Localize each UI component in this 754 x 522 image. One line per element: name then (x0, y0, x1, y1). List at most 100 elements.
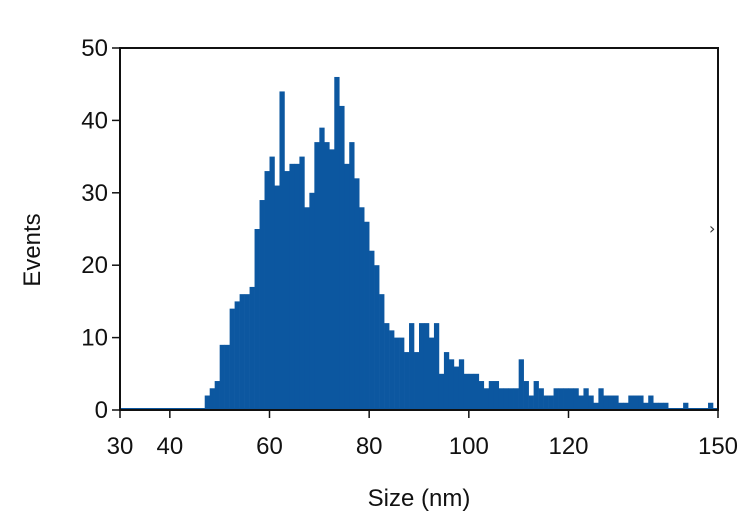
histogram-bar (423, 323, 430, 410)
histogram-bar (304, 207, 310, 410)
histogram-bar (299, 156, 305, 410)
histogram-bar (279, 91, 285, 410)
histogram-bar (488, 381, 495, 410)
histogram-bar (269, 156, 275, 410)
y-axis-title: Events (19, 213, 46, 286)
histogram-bar (598, 388, 604, 410)
histogram-bar (573, 388, 579, 410)
histogram-bar (523, 381, 529, 410)
y-tick-label: 30 (81, 180, 108, 207)
histogram-bar (483, 388, 490, 410)
x-tick-label: 100 (449, 433, 489, 460)
y-tick-label: 40 (81, 107, 108, 134)
histogram-bar (593, 402, 599, 410)
histogram-bar (568, 388, 574, 410)
y-tick-label: 10 (81, 325, 108, 352)
histogram-bar (289, 163, 295, 410)
histogram-bar (618, 402, 624, 410)
x-tick-label: 40 (156, 433, 183, 460)
x-tick-label: 150 (698, 433, 738, 460)
histogram-bar (493, 381, 500, 410)
histogram-bar (473, 373, 480, 410)
histogram-bar (638, 395, 644, 410)
histogram-bar (443, 352, 450, 410)
histogram-bar (404, 352, 410, 410)
histogram-bar (294, 163, 300, 410)
histogram-bar (608, 395, 614, 410)
histogram-bar (329, 149, 335, 411)
histogram-bar (428, 337, 435, 410)
histogram-bar (224, 344, 230, 410)
y-axis: 0 10 20 30 40 50 (81, 35, 120, 424)
histogram-bar (683, 402, 689, 410)
x-tick-label: 120 (548, 433, 588, 460)
histogram-bar (458, 359, 465, 410)
histogram-bar (543, 395, 549, 410)
histogram-bar (653, 402, 659, 410)
histogram-bar (548, 395, 554, 410)
histogram-bar (214, 381, 220, 410)
histogram-bars (120, 76, 718, 411)
histogram-bar (468, 373, 475, 410)
histogram-bar (513, 388, 519, 410)
y-tick-label: 20 (81, 252, 108, 279)
histogram-bar (249, 286, 255, 410)
histogram-bar (374, 265, 380, 410)
histogram-bar (344, 163, 350, 410)
histogram-bar (229, 308, 235, 410)
histogram-bar (648, 395, 654, 410)
histogram-bar (379, 294, 385, 410)
y-tick-label: 0 (95, 397, 108, 424)
histogram-bar (588, 395, 594, 410)
histogram-bar (309, 192, 315, 410)
histogram-bar (394, 337, 400, 410)
histogram-bar (239, 294, 245, 410)
histogram-bar (538, 388, 544, 410)
histogram-bar (553, 388, 559, 410)
histogram-bar (533, 381, 539, 410)
histogram-bar (438, 373, 445, 410)
histogram-bar (433, 323, 440, 410)
histogram-bar (448, 359, 455, 410)
histogram-bar (518, 359, 524, 410)
histogram-bar (339, 105, 345, 411)
histogram-bar (259, 200, 265, 410)
histogram-bar (463, 373, 470, 410)
histogram-bar (419, 323, 425, 410)
histogram-bar (498, 388, 505, 410)
histogram-bar (264, 171, 270, 410)
plot-frame (119, 47, 719, 411)
x-axis: 30 40 60 80 100 120 150 (107, 410, 738, 460)
histogram-bar (364, 221, 370, 410)
scroll-arrow-icon[interactable]: › (709, 219, 715, 238)
histogram-bar (319, 127, 325, 410)
histogram-bar (633, 395, 639, 410)
histogram-bar (204, 395, 210, 410)
histogram-bar (508, 388, 514, 410)
histogram-bar (334, 76, 340, 411)
x-tick-label: 80 (356, 433, 383, 460)
histogram-bar (219, 344, 225, 410)
histogram-bar (284, 171, 290, 410)
histogram-bar (478, 381, 485, 410)
histogram-bar (578, 395, 584, 410)
histogram-bar (254, 229, 260, 410)
histogram-bar (324, 142, 330, 410)
histogram-bar (663, 402, 669, 410)
x-tick-label: 30 (107, 433, 134, 460)
histogram-bar (354, 178, 360, 410)
y-tick-label: 50 (81, 35, 108, 62)
histogram-bar (528, 395, 534, 410)
histogram-bar (389, 330, 395, 410)
histogram-bar (603, 395, 609, 410)
histogram-bar (623, 402, 629, 410)
histogram-bar (414, 352, 420, 410)
histogram-bar (613, 395, 619, 410)
histogram-bar (558, 388, 564, 410)
histogram-bar (708, 402, 714, 410)
histogram-bar (244, 294, 250, 410)
histogram-bar (583, 388, 589, 410)
histogram-bar (314, 142, 320, 410)
histogram-bar (399, 337, 405, 410)
